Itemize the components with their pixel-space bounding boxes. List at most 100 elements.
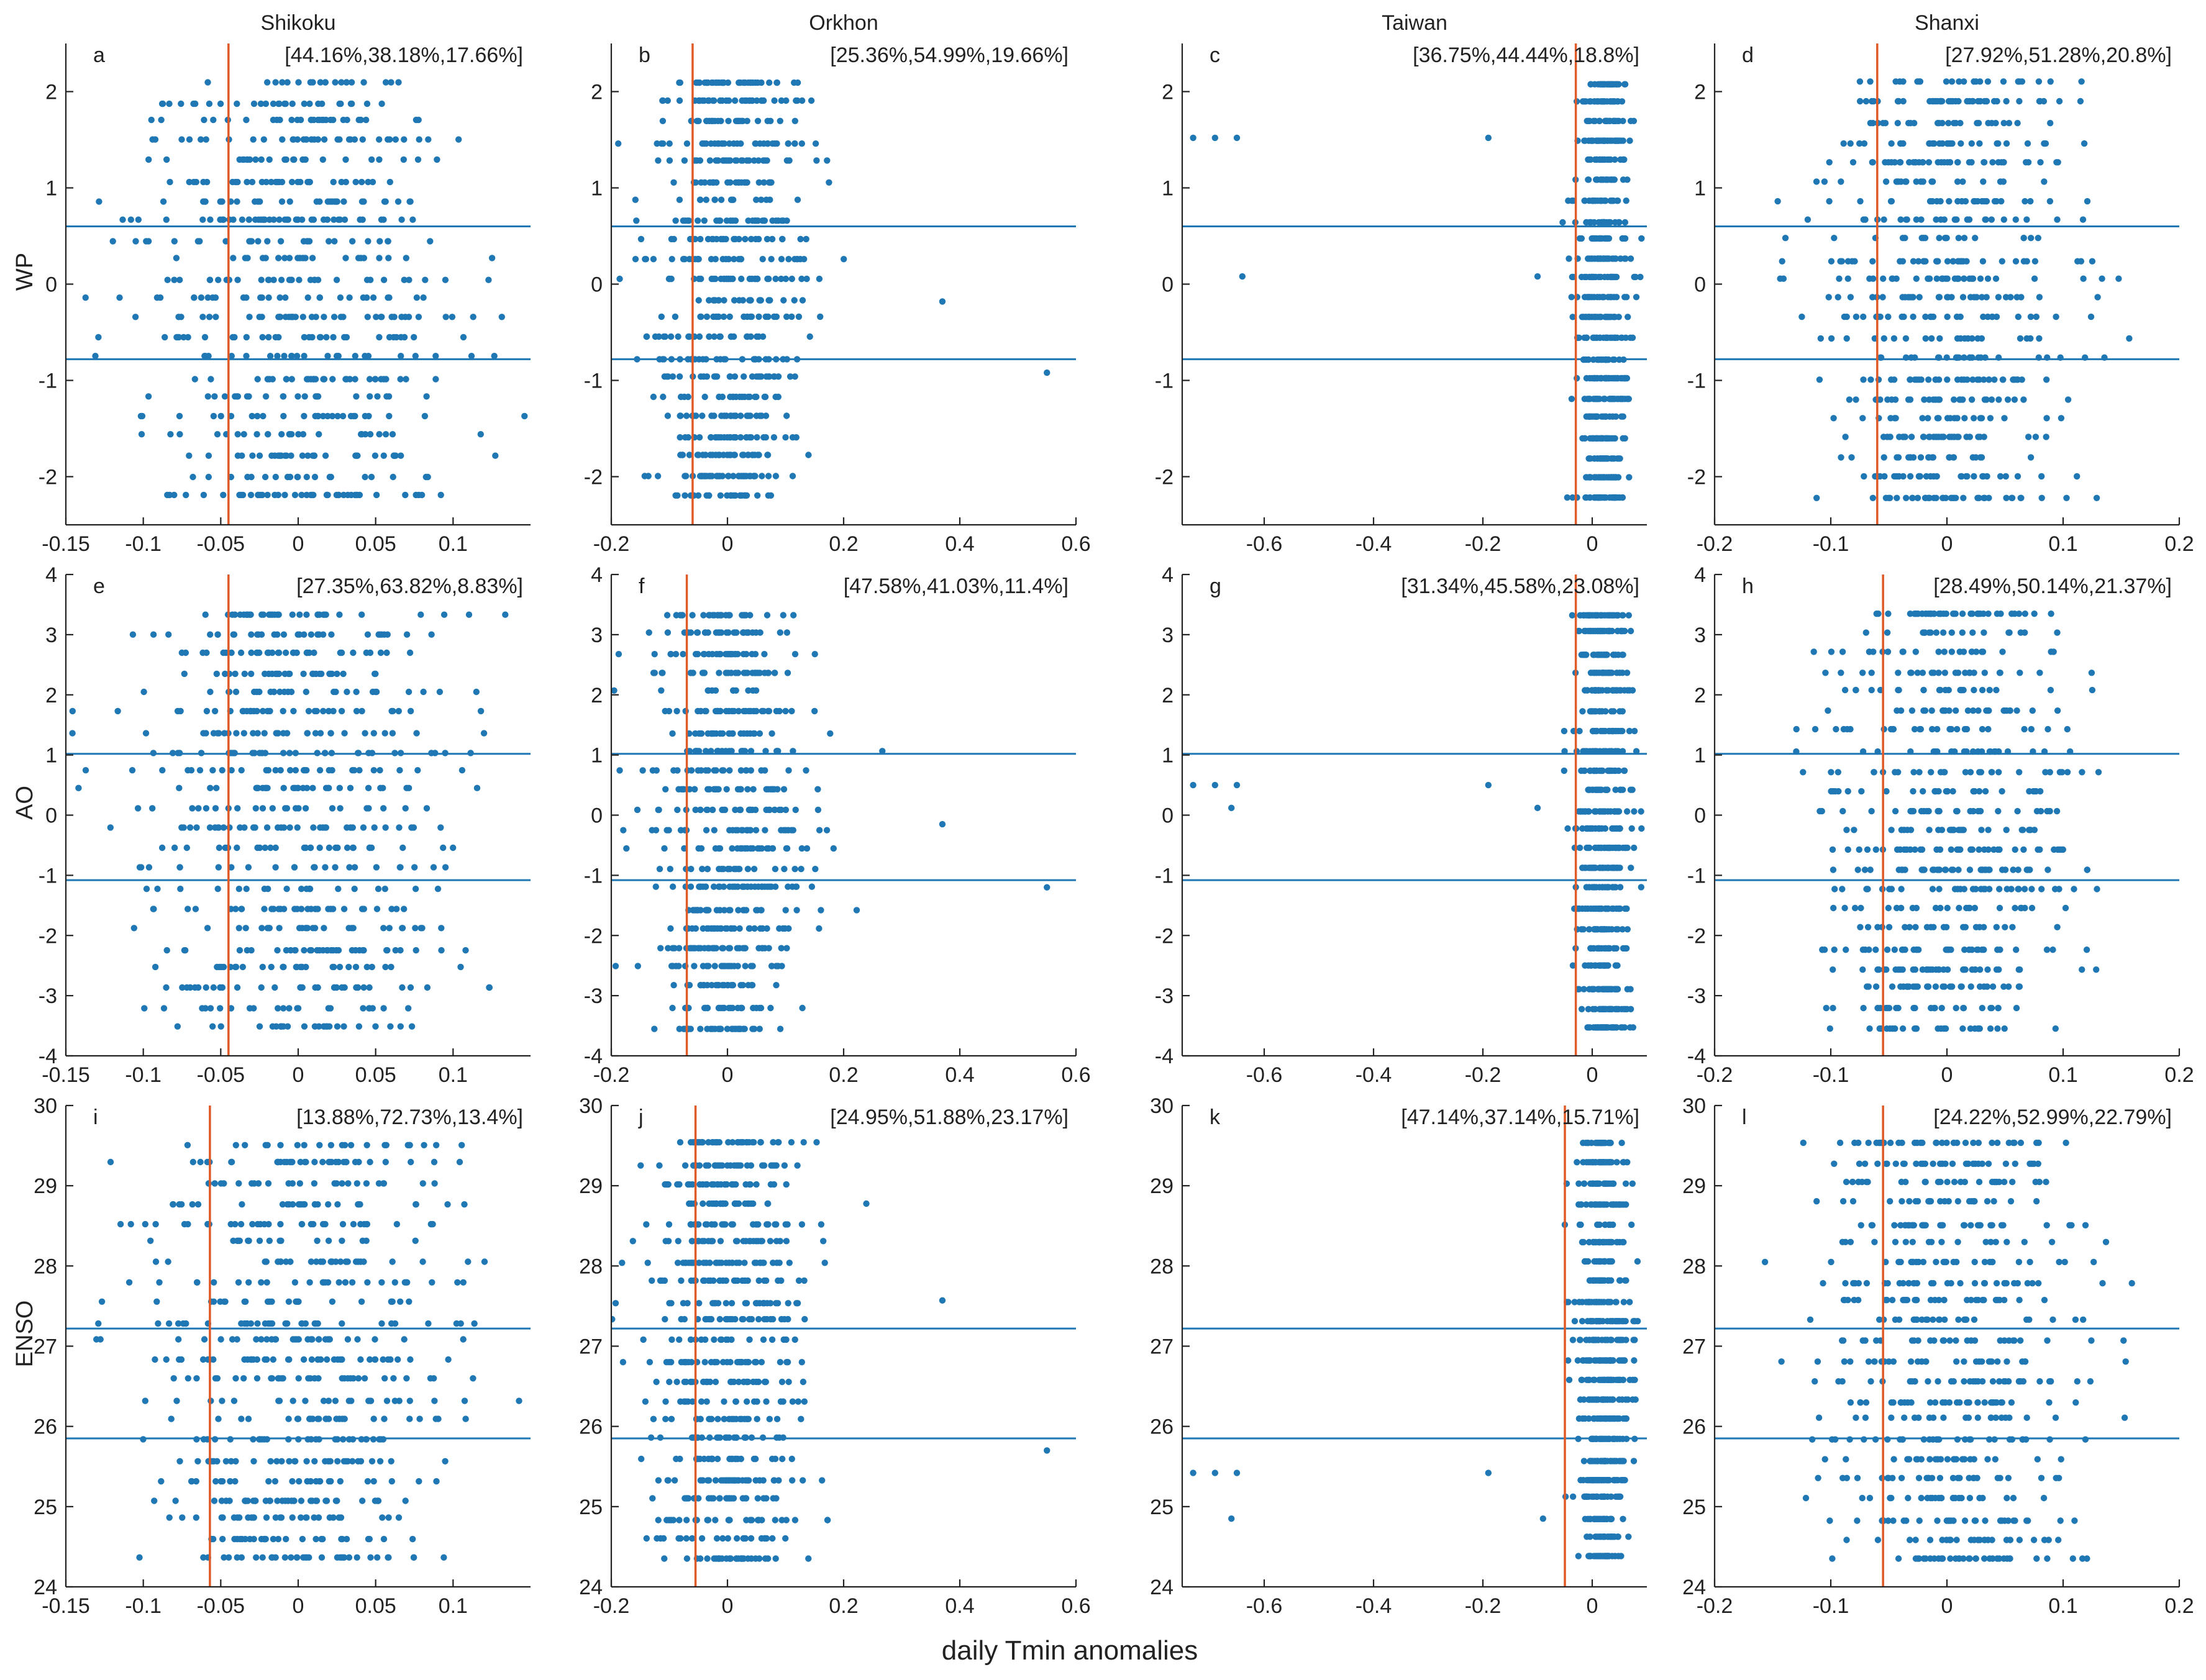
y-tick-label-b-3: 1 xyxy=(591,177,603,201)
scatter-point xyxy=(176,412,183,420)
scatter-point xyxy=(262,393,270,400)
scatter-point xyxy=(465,611,473,618)
scatter-point xyxy=(713,473,720,479)
column-title-3: Shanxi xyxy=(1915,11,1979,35)
scatter-point xyxy=(1885,494,1892,501)
scatter-point xyxy=(262,255,269,261)
scatter-point xyxy=(1885,159,1892,166)
scatter-point xyxy=(1598,1024,1606,1031)
scatter-point xyxy=(677,79,684,86)
scatter-point xyxy=(260,412,267,420)
scatter-point xyxy=(164,491,171,499)
scatter-point xyxy=(677,434,683,441)
scatter-point xyxy=(745,806,753,814)
scatter-point xyxy=(1922,313,1929,320)
scatter-point xyxy=(742,963,749,969)
scatter-point xyxy=(1638,808,1644,815)
scatter-point xyxy=(1608,494,1616,501)
scatter-point xyxy=(358,178,365,186)
scatter-point xyxy=(785,140,792,147)
scatter-point xyxy=(166,100,173,107)
scatter-point xyxy=(1596,117,1603,124)
scatter-point xyxy=(739,748,747,755)
scatter-point xyxy=(240,431,247,438)
scatter-point xyxy=(414,156,422,163)
scatter-point xyxy=(747,748,755,755)
scatter-point xyxy=(270,276,277,283)
scatter-point xyxy=(308,631,315,638)
scatter-point xyxy=(771,670,778,676)
scatter-point xyxy=(390,473,396,481)
x-tick-label-b-1: 0 xyxy=(722,532,734,556)
scatter-point xyxy=(1909,294,1916,301)
scatter-point xyxy=(265,334,272,341)
scatter-point xyxy=(1999,258,2005,265)
x-tick-label-d-4: 0.2 xyxy=(2164,532,2194,556)
scatter-point xyxy=(760,140,767,147)
scatter-point xyxy=(1944,275,1951,282)
scatter-point xyxy=(280,730,287,737)
scatter-point xyxy=(1999,376,2007,383)
scatter-point xyxy=(747,333,754,340)
scatter-point xyxy=(709,452,716,458)
scatter-point xyxy=(1816,807,1823,815)
scatter-point xyxy=(1868,670,1875,676)
scatter-point xyxy=(765,473,772,479)
scatter-point xyxy=(381,730,388,737)
scatter-point xyxy=(294,824,301,831)
scatter-point xyxy=(785,767,792,774)
scatter-point xyxy=(458,767,466,774)
scatter-point xyxy=(176,276,183,283)
scatter-point xyxy=(189,473,196,481)
scatter-point xyxy=(1588,375,1596,382)
scatter-point xyxy=(296,276,303,283)
scatter-point xyxy=(243,116,250,124)
scatter-point xyxy=(246,156,253,163)
scatter-point xyxy=(1599,294,1606,301)
scatter-point xyxy=(256,1023,263,1030)
scatter-point xyxy=(521,412,528,420)
scatter-point xyxy=(296,925,303,932)
scatter-point xyxy=(695,452,702,458)
scatter-point xyxy=(1851,904,1859,912)
outlier-point-c-0 xyxy=(1190,134,1196,142)
scatter-point xyxy=(280,1005,287,1012)
scatter-point xyxy=(199,314,206,320)
scatter-point xyxy=(307,947,314,954)
scatter-point xyxy=(1907,376,1914,383)
scatter-point xyxy=(1918,216,1925,223)
scatter-point xyxy=(747,434,755,441)
scatter-point xyxy=(2017,904,2025,912)
scatter-point xyxy=(1619,727,1626,735)
scatter-point xyxy=(2036,294,2043,301)
scatter-point xyxy=(2013,707,2020,714)
column-title-1: Orkhon xyxy=(809,11,878,35)
scatter-point xyxy=(1976,140,1983,147)
scatter-point xyxy=(1959,178,1966,185)
outlier-point-g-5 xyxy=(1534,804,1541,812)
scatter-point xyxy=(330,314,338,320)
scatter-point xyxy=(1595,494,1602,501)
scatter-point xyxy=(424,473,431,481)
scatter-point xyxy=(262,784,269,792)
scatter-point xyxy=(1637,273,1644,281)
scatter-point xyxy=(2043,376,2050,383)
scatter-point xyxy=(301,100,308,107)
scatter-point xyxy=(362,730,368,737)
scatter-point xyxy=(309,79,316,86)
scatter-point xyxy=(253,649,260,656)
scatter-point xyxy=(238,491,245,499)
scatter-point xyxy=(2078,78,2085,85)
scatter-point xyxy=(1961,415,1968,422)
scatter-point xyxy=(749,275,755,283)
percentage-label-a: [44.16%,38.18%,17.66%] xyxy=(285,43,523,67)
scatter-point xyxy=(1976,434,1984,440)
scatter-point xyxy=(2027,313,2035,320)
scatter-point xyxy=(1605,627,1613,635)
scatter-point xyxy=(1840,140,1847,147)
scatter-point xyxy=(735,866,742,873)
scatter-point xyxy=(1935,294,1943,301)
scatter-point xyxy=(363,276,371,283)
scatter-point xyxy=(214,886,221,892)
